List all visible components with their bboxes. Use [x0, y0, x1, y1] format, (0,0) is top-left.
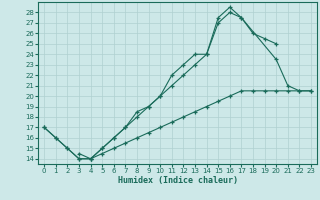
- X-axis label: Humidex (Indice chaleur): Humidex (Indice chaleur): [118, 176, 238, 185]
